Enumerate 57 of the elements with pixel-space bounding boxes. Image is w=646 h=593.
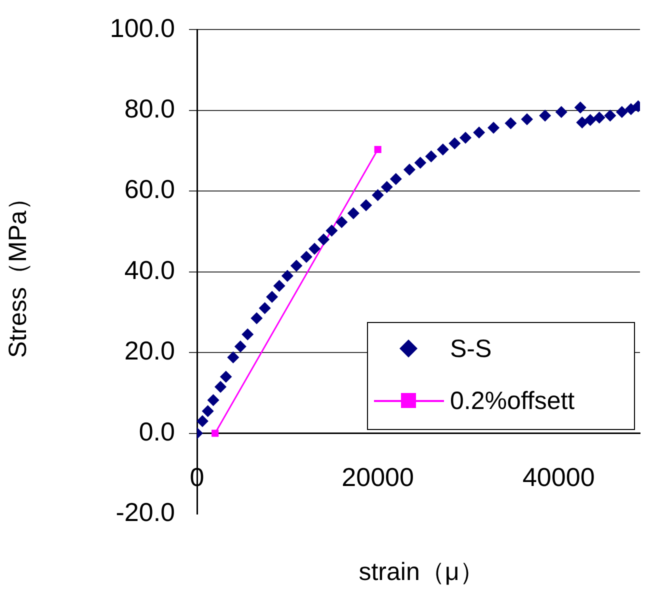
point xyxy=(250,312,263,324)
point xyxy=(576,116,588,128)
point xyxy=(616,106,628,118)
point xyxy=(574,102,586,114)
point xyxy=(290,260,302,272)
point xyxy=(593,112,606,124)
point xyxy=(234,340,246,352)
x-axis-title: strain（μ） xyxy=(358,557,486,588)
point xyxy=(220,370,232,383)
y-tick-label: 60.0 xyxy=(124,174,175,204)
point xyxy=(197,415,208,428)
point xyxy=(372,189,384,202)
y-tick-label: 0.0 xyxy=(138,416,175,446)
point xyxy=(347,207,360,220)
point xyxy=(473,126,486,139)
point xyxy=(273,280,286,292)
point xyxy=(390,172,402,185)
point xyxy=(584,114,596,126)
point xyxy=(488,122,500,134)
y-tick-label: 40.0 xyxy=(124,254,175,285)
point xyxy=(380,181,393,194)
point xyxy=(425,150,438,162)
point xyxy=(403,164,416,176)
x-tick-label: 20000 xyxy=(342,462,414,492)
point xyxy=(360,199,372,212)
point xyxy=(214,380,227,393)
point xyxy=(539,110,552,122)
point xyxy=(448,137,461,150)
point xyxy=(504,117,517,130)
x-tick-label: 40000 xyxy=(522,462,595,492)
point xyxy=(374,146,382,154)
point xyxy=(212,430,219,437)
y-axis-title: Stress（MPa） xyxy=(4,186,32,358)
point xyxy=(300,250,312,263)
point xyxy=(436,143,449,156)
y-tick-label: 80.0 xyxy=(124,94,175,124)
point xyxy=(460,132,472,144)
point xyxy=(227,351,240,364)
legend-label: 0.2%offsett xyxy=(450,386,575,416)
point xyxy=(258,302,271,314)
point xyxy=(207,394,220,406)
y-tick-label: 100.0 xyxy=(110,12,175,43)
point xyxy=(202,405,214,418)
point xyxy=(336,216,348,228)
y-tick-label: -20.0 xyxy=(116,497,175,528)
point xyxy=(604,110,616,122)
point xyxy=(414,156,426,169)
legend-label: S-S xyxy=(450,334,492,364)
point xyxy=(326,224,338,237)
point xyxy=(308,242,321,255)
point xyxy=(266,290,278,303)
point xyxy=(555,106,568,118)
point xyxy=(520,113,533,126)
y-tick-label: 20.0 xyxy=(124,336,175,366)
point xyxy=(242,328,254,340)
point xyxy=(281,270,294,282)
point xyxy=(318,234,330,246)
